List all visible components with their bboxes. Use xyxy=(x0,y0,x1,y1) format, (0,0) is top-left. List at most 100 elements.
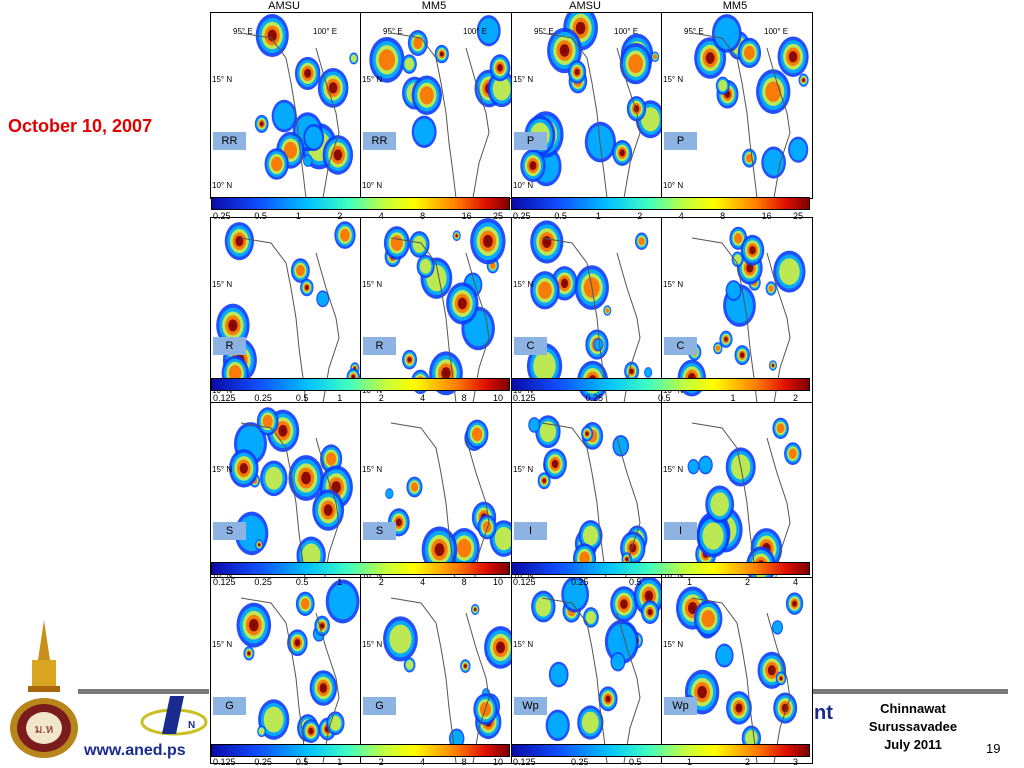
precip-field-map xyxy=(240,13,359,198)
precip-field-map xyxy=(228,407,353,588)
variable-label: R xyxy=(213,337,246,355)
website-link[interactable]: www.aned.ps xyxy=(84,742,186,759)
precip-field-map xyxy=(691,14,809,198)
precip-cell xyxy=(457,538,472,558)
precip-cell xyxy=(303,155,312,166)
variable-label: P xyxy=(664,132,697,150)
lat-tick-15n: 15° N xyxy=(362,280,383,289)
variable-label: I xyxy=(514,522,547,540)
footer-divider-left xyxy=(78,689,213,694)
coastline xyxy=(240,422,307,588)
precipitation-comparison-figure: AMSU MM5 AMSU MM5 15° N 10° N 95° E 100° E R… xyxy=(209,0,813,768)
map-panel-r3-b: 15° N 10° N S xyxy=(360,402,512,589)
precip-cell xyxy=(781,703,789,713)
coastline xyxy=(390,32,457,198)
precip-cell xyxy=(261,122,263,125)
precip-cell xyxy=(486,238,490,244)
colorbar-tick-label: 0.5 xyxy=(554,211,567,221)
colorbar-tick-label: 2 xyxy=(378,577,384,587)
map-panel-r4-c: 15° N10° NWp xyxy=(511,577,663,764)
precip-cell xyxy=(701,610,715,628)
precip-cell xyxy=(258,727,265,735)
variable-label: C xyxy=(664,337,697,355)
precip-cell xyxy=(789,138,807,161)
colorbar-tick-label: 2 xyxy=(337,211,343,221)
map-panel-r4-d: 15° N10° NWp xyxy=(661,577,813,764)
country-border xyxy=(766,437,791,588)
precip-cell xyxy=(441,53,443,55)
precip-cell xyxy=(539,421,557,443)
precip-cell xyxy=(258,544,260,546)
column-header-mm5-1: MM5 xyxy=(421,0,447,12)
precip-cell xyxy=(767,665,776,676)
lon-tick-95e: 95° E xyxy=(383,27,403,36)
lat-tick-15n: 15° N xyxy=(663,465,684,474)
colorbar-tick-label: 25 xyxy=(493,211,504,221)
precip-field-map xyxy=(677,226,806,403)
precip-cell xyxy=(498,645,503,650)
precip-cell xyxy=(629,368,634,375)
precip-cell xyxy=(611,653,625,670)
colorbar-1-right xyxy=(511,197,810,210)
precip-cell xyxy=(331,480,341,494)
colorbar-tick-label: 4 xyxy=(793,577,799,587)
variable-label: P xyxy=(514,132,547,150)
precip-cell xyxy=(771,363,775,367)
map-panel-r3-a: 15° N 10° N S xyxy=(210,402,362,589)
precip-cell xyxy=(638,237,645,246)
precip-cell xyxy=(301,543,321,568)
colorbar-tick-label: 2 xyxy=(378,393,384,403)
precip-cell xyxy=(697,685,707,699)
precip-cell xyxy=(333,149,343,161)
precip-cell xyxy=(649,610,651,614)
precip-field-map xyxy=(520,13,662,198)
colorbar-tick-label: 0.125 xyxy=(513,393,536,403)
precip-cell xyxy=(788,51,798,63)
coastline xyxy=(541,422,608,588)
precip-cell xyxy=(390,235,403,251)
precip-cell xyxy=(457,297,467,310)
precip-cell xyxy=(419,258,432,274)
precip-cell xyxy=(620,599,628,610)
precip-cell xyxy=(705,52,715,64)
lon-tick-100e: 100° E xyxy=(313,27,338,36)
country-border xyxy=(465,252,490,403)
precip-cell xyxy=(563,281,566,286)
precip-cell xyxy=(296,264,305,277)
colorbar-tick-label: 1 xyxy=(595,211,601,221)
precip-cell xyxy=(574,68,580,76)
coastline xyxy=(541,32,608,198)
university-seal-logo: ม.ห xyxy=(6,620,82,762)
lon-tick-100e: 100° E xyxy=(463,27,488,36)
colorbar-tick-label: 4 xyxy=(420,577,426,587)
precip-cell xyxy=(419,86,434,105)
precip-cell xyxy=(749,245,756,255)
precip-cell xyxy=(389,624,412,654)
precip-cell xyxy=(265,466,283,490)
coastline xyxy=(691,597,758,763)
precip-cell xyxy=(688,460,699,473)
organization-logo: N xyxy=(140,692,215,742)
svg-text:N: N xyxy=(188,720,195,731)
precip-cell xyxy=(553,462,557,466)
lat-tick-15n: 15° N xyxy=(212,280,233,289)
precip-cell xyxy=(323,504,333,516)
precip-cell xyxy=(444,371,448,376)
colorbar-tick-label: 0.25 xyxy=(254,757,272,767)
lat-tick-10n: 10° N xyxy=(513,181,534,190)
precip-cell xyxy=(306,71,309,76)
precip-cell xyxy=(301,471,311,485)
colorbar-tick-label: 8 xyxy=(720,211,726,221)
precip-cell xyxy=(326,452,337,466)
precip-cell xyxy=(239,462,248,474)
colorbar-tick-label: 2 xyxy=(378,757,384,767)
precip-cell xyxy=(628,54,643,74)
lat-tick-15n: 15° N xyxy=(663,75,684,84)
variable-label: I xyxy=(664,522,697,540)
colorbar-tick-label: 0.125 xyxy=(513,757,536,767)
precip-cell xyxy=(474,608,476,611)
precip-cell xyxy=(273,102,295,130)
precip-cell xyxy=(263,706,284,733)
colorbar-tick-label: 4 xyxy=(678,211,684,221)
lat-tick-15n: 15° N xyxy=(212,640,233,649)
